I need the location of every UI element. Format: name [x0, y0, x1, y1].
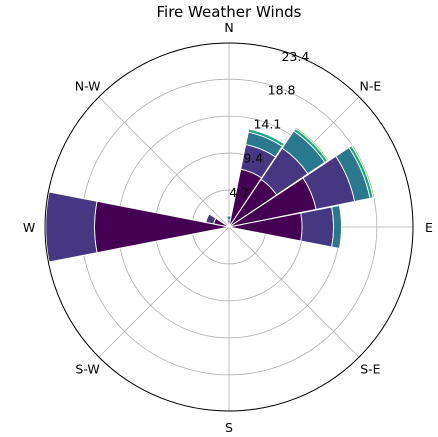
grid-spoke-5	[98, 226, 230, 358]
direction-label-s-e: S-E	[360, 361, 380, 376]
grid-spoke-7	[98, 96, 230, 228]
radial-tick-label-2: 14.1	[254, 117, 282, 132]
wind-bar-4-segment-1	[300, 206, 334, 248]
polar-frame	[44, 42, 414, 412]
grid-spoke-3	[228, 226, 360, 358]
axis-labels: N N-E E S-E S S-W W N-W 4.7 9.4 14.1 18.8 23.4	[23, 20, 433, 435]
radial-tick-label-1: 9.4	[243, 151, 263, 166]
wind-bar-6-segment-1	[205, 213, 217, 225]
wind-bar-5-segment-0	[94, 200, 230, 254]
chart-title: Fire Weather Winds	[157, 3, 302, 21]
direction-label-n-e: N-E	[360, 79, 382, 94]
direction-label-s-w: S-W	[75, 361, 99, 376]
direction-label-n-w: N-W	[75, 79, 101, 94]
radial-tick-label-0: 4.7	[229, 185, 249, 200]
radial-tick-label-4: 23.4	[281, 49, 309, 64]
wind-bar-5-segment-1	[45, 191, 98, 263]
direction-label-w: W	[23, 220, 35, 235]
direction-label-s: S	[225, 420, 233, 435]
wind-bar-3-segment-4	[350, 144, 376, 199]
wind-bar-4-segment-2	[331, 205, 342, 249]
wind-bar-2-segment-4	[294, 126, 330, 162]
radial-tick-label-3: 18.8	[268, 82, 296, 97]
wind-bar-1-segment-3	[247, 128, 285, 147]
direction-label-n: N	[224, 20, 233, 35]
direction-label-e: E	[425, 220, 433, 235]
wind-bars	[45, 126, 376, 263]
